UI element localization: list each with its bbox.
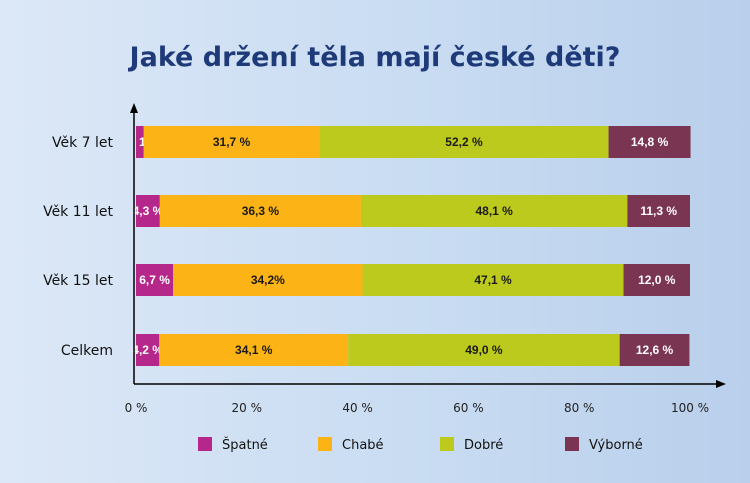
data-label: 14,8 % — [631, 135, 669, 149]
data-label: 12,6 % — [636, 343, 674, 357]
category-label: Věk 7 let — [52, 135, 114, 151]
bar-segment — [173, 264, 363, 296]
legend-label: Špatné — [222, 437, 268, 453]
bar-segment — [360, 195, 628, 227]
data-label: 49,0 % — [465, 343, 503, 357]
legend-label: Dobré — [464, 438, 503, 453]
category-label: Celkem — [61, 343, 113, 359]
legend-label: Výborné — [589, 438, 643, 453]
data-label: 11,3 % — [640, 204, 677, 218]
data-label: 52,2 % — [445, 135, 483, 149]
x-tick-label: 100 % — [671, 401, 709, 415]
legend: Špatné Chabé Dobré Výborné — [198, 437, 643, 453]
x-tick-label: 40 % — [342, 401, 373, 415]
bars-group: 1,4 %31,7 %52,2 %14,8 %4,3 %36,3 %48,1 %… — [132, 126, 691, 366]
data-label: 4,2 % — [132, 343, 163, 357]
legend-swatch — [198, 437, 212, 451]
data-label: 36,3 % — [242, 204, 280, 218]
x-tick-label: 20 % — [232, 401, 263, 415]
bar-segment — [608, 126, 691, 158]
bar-segment — [362, 264, 624, 296]
category-label: Věk 11 let — [43, 204, 113, 220]
data-label: 47,1 % — [474, 273, 512, 287]
bar-segment — [159, 334, 349, 366]
data-label: 48,1 % — [475, 204, 513, 218]
y-axis-arrow — [130, 103, 138, 113]
x-tick-label: 0 % — [125, 401, 148, 415]
x-tick-label: 60 % — [453, 401, 484, 415]
bar-segment — [627, 195, 690, 227]
axes-group — [130, 103, 726, 388]
bar-segment — [348, 334, 620, 366]
legend-swatch — [440, 437, 454, 451]
x-tick-label: 80 % — [564, 401, 595, 415]
category-label: Věk 15 let — [43, 273, 113, 289]
bar-segment — [136, 264, 174, 296]
x-axis-arrow — [716, 380, 726, 388]
legend-label: Chabé — [342, 438, 384, 453]
data-label: 6,7 % — [139, 273, 170, 287]
bar-segment — [143, 126, 320, 158]
data-label: 12,0 % — [638, 273, 676, 287]
data-label: 34,1 % — [235, 343, 273, 357]
data-label: 31,7 % — [213, 135, 251, 149]
bar-segment — [623, 264, 690, 296]
bar-segment — [619, 334, 690, 366]
bar-segment — [319, 126, 609, 158]
bar-segment — [136, 126, 144, 158]
data-label: 34,2% — [251, 273, 285, 287]
data-label: 4,3 % — [133, 204, 164, 218]
bar-segment — [136, 334, 160, 366]
chart-title: Jaké držení těla mají české děti? — [129, 42, 621, 73]
x-ticks-group: 0 % 20 % 40 % 60 % 80 % 100 % — [125, 401, 709, 415]
legend-swatch — [318, 437, 332, 451]
bar-segment — [136, 195, 160, 227]
category-labels-group: Věk 7 let Věk 11 let Věk 15 let Celkem — [43, 135, 113, 359]
legend-swatch — [565, 437, 579, 451]
bar-segment — [159, 195, 361, 227]
